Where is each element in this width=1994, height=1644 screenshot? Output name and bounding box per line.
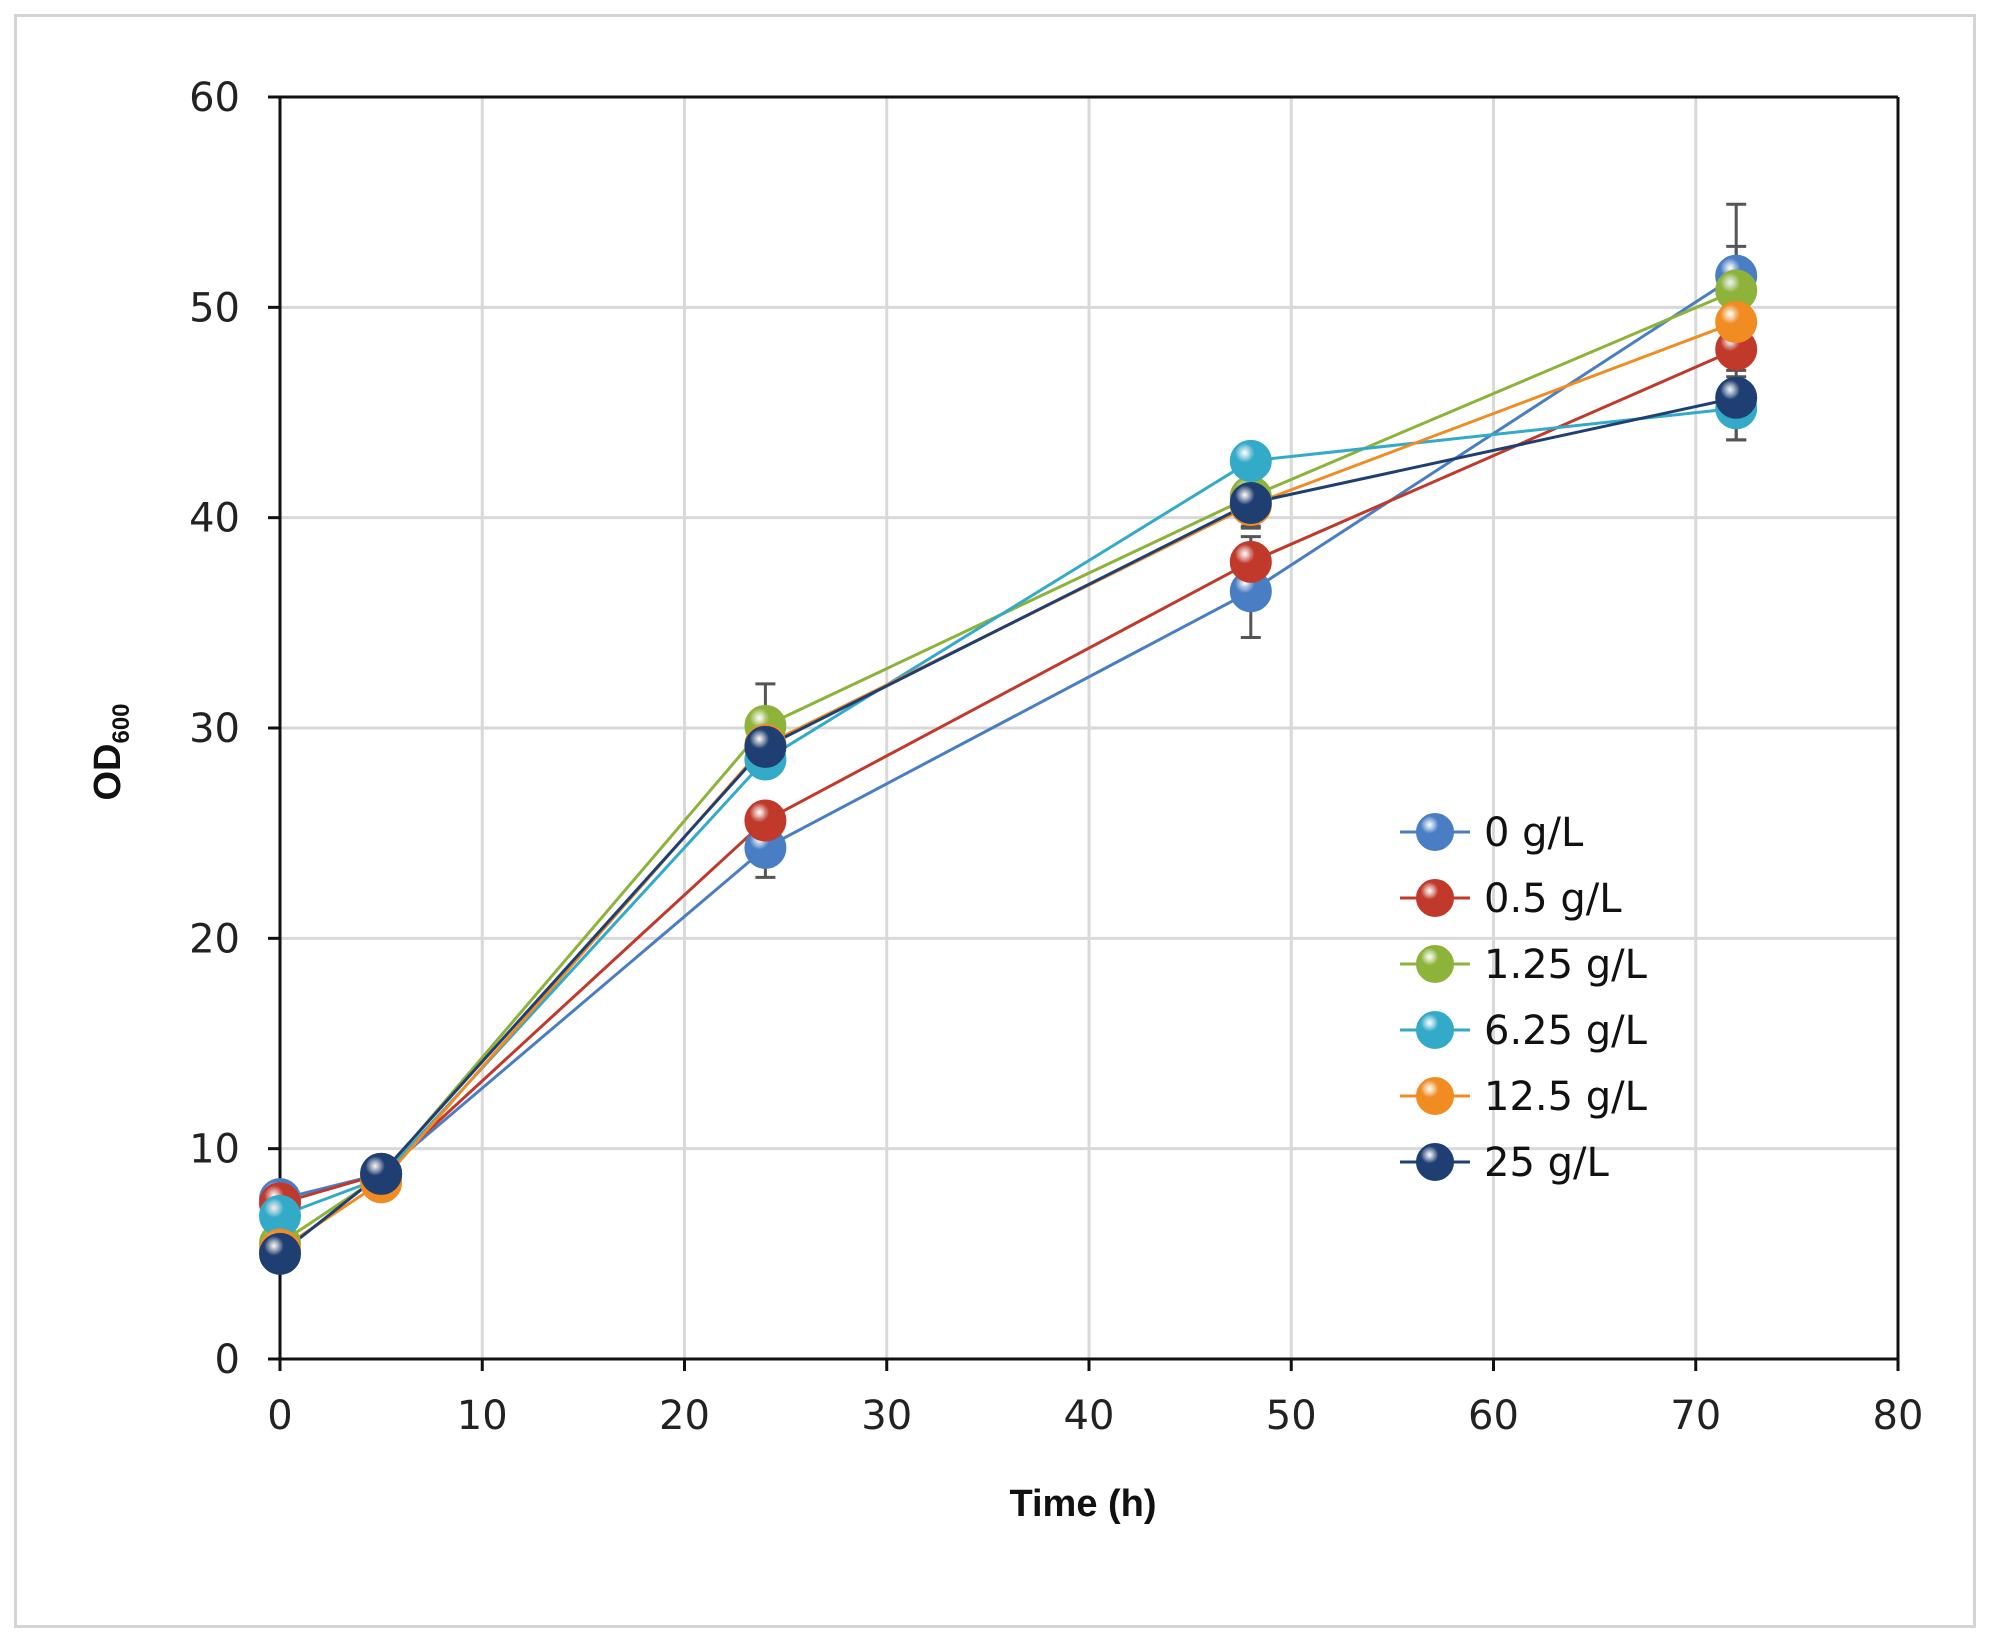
legend-label: 12.5 g/L — [1484, 1074, 1648, 1120]
legend-label: 1.25 g/L — [1484, 942, 1648, 988]
x-tick-label: 10 — [457, 1393, 508, 1439]
legend-swatch-marker — [1416, 813, 1454, 851]
y-tick-label: 30 — [189, 706, 240, 752]
y-tick-label: 40 — [189, 496, 240, 542]
x-tick-label: 50 — [1266, 1393, 1317, 1439]
data-point — [360, 1152, 403, 1195]
x-tick-label: 0 — [267, 1393, 292, 1439]
y-tick-label: 0 — [215, 1337, 240, 1383]
x-tick-label: 30 — [861, 1393, 912, 1439]
legend-swatch-marker — [1416, 945, 1454, 983]
data-markers — [259, 254, 1758, 1275]
y-axis-title-main: OD — [87, 744, 129, 801]
data-point — [259, 1232, 301, 1275]
data-point — [1715, 376, 1758, 419]
x-tick-label: 20 — [659, 1393, 710, 1439]
x-tick-label: 70 — [1670, 1393, 1721, 1439]
legend-swatch-marker — [1416, 1077, 1454, 1115]
legend-swatch-marker — [1416, 879, 1454, 917]
data-point — [744, 799, 787, 842]
data-point — [744, 725, 787, 768]
series-line-0 — [279, 274, 1738, 1201]
grid-lines — [280, 95, 1900, 1359]
data-point — [1229, 481, 1272, 524]
legend-label: 25 g/L — [1484, 1140, 1609, 1186]
data-point — [1229, 540, 1272, 583]
y-tick-label: 10 — [189, 1127, 240, 1173]
y-tick-label: 50 — [189, 285, 240, 331]
y-tick-label: 20 — [189, 916, 240, 962]
legend-swatch-marker — [1416, 1011, 1454, 1049]
data-point — [1715, 301, 1758, 344]
y-axis-title-subscript: 600 — [108, 703, 135, 743]
legend-label: 6.25 g/L — [1484, 1008, 1648, 1054]
legend-label: 0 g/L — [1484, 810, 1584, 856]
tick-labels: 0 10 20 30 40 50 60 70 80 0 10 20 30 40 50 60 — [189, 75, 1923, 1439]
axes — [268, 95, 1900, 1371]
x-tick-label: 40 — [1064, 1393, 1115, 1439]
x-tick-label: 80 — [1873, 1393, 1924, 1439]
legend: 0 g/L 0.5 g/L 1.25 g/L 6.25 g/L 12.5 g/L 25 g… — [1400, 810, 1648, 1186]
legend-label: 0.5 g/L — [1484, 876, 1622, 922]
x-axis-title: Time (h) — [1009, 1483, 1156, 1525]
x-tick-label: 60 — [1468, 1393, 1519, 1439]
data-point — [1229, 439, 1272, 482]
y-axis-title: OD600 — [87, 703, 135, 800]
y-tick-label: 60 — [189, 75, 240, 121]
legend-swatch-marker — [1416, 1143, 1454, 1181]
